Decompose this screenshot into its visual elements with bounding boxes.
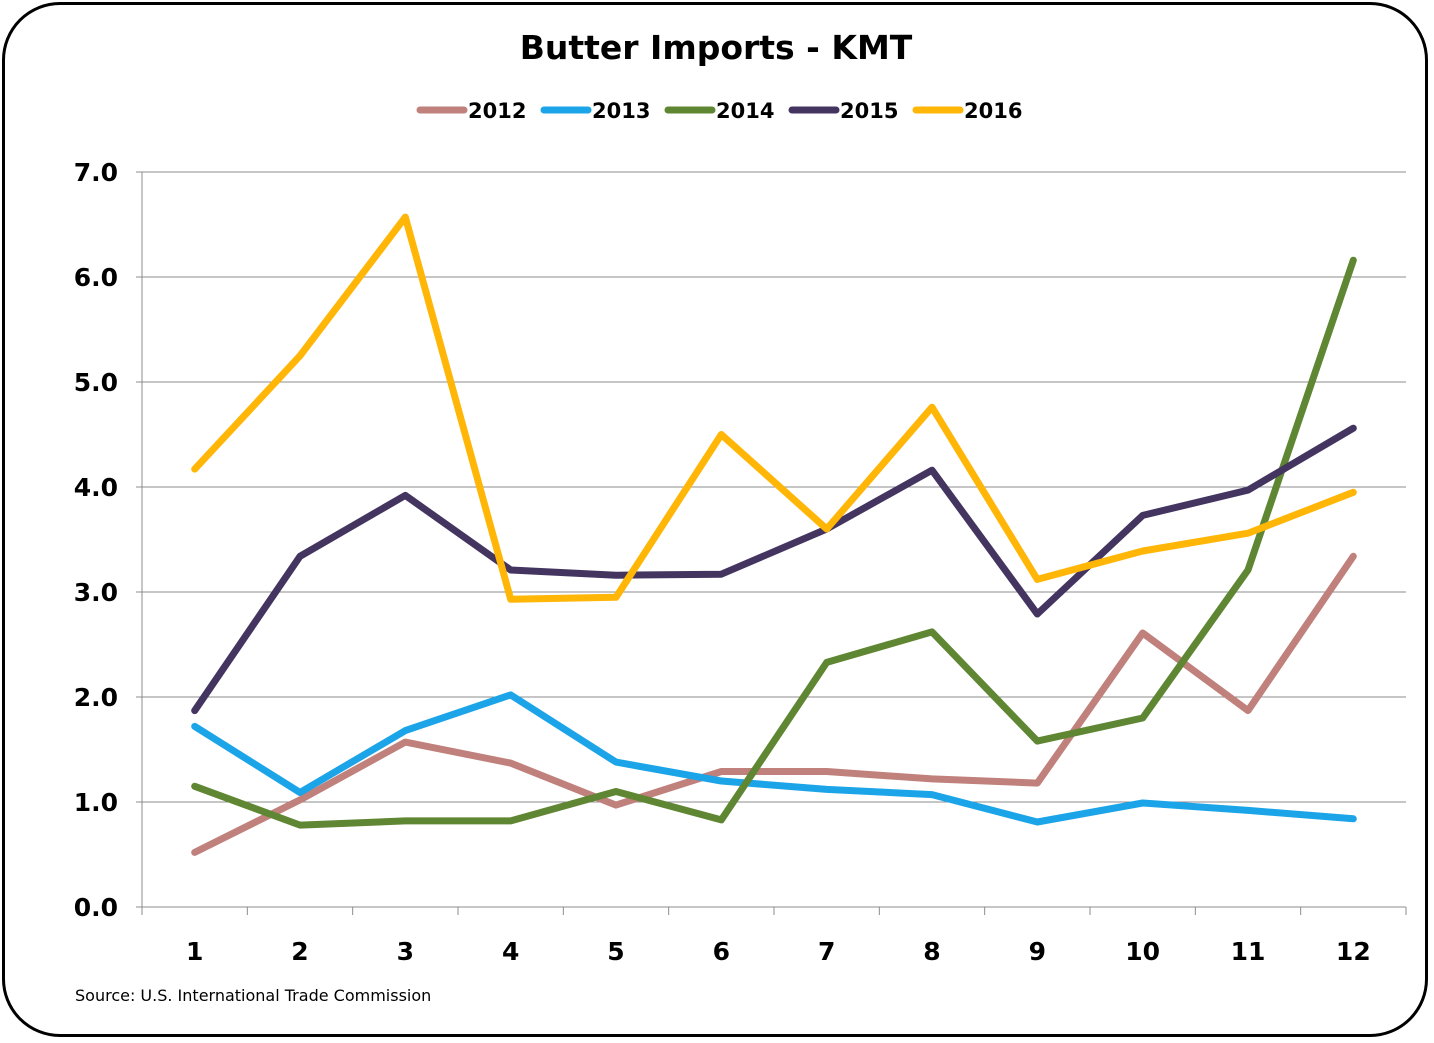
series-lines — [191, 213, 1357, 856]
legend: 2012 2013 2014 2015 2016 — [416, 99, 1022, 123]
legend-label-2015: 2015 — [840, 99, 898, 123]
x-tick-label: 11 — [1231, 937, 1266, 966]
y-tick-label: 2.0 — [74, 683, 118, 712]
x-tick-label: 1 — [186, 937, 203, 966]
tick-labels: 0.01.02.03.04.05.06.07.01 2 3 4 5 6 7 8 9 10 11 12 — [74, 158, 1371, 966]
legend-label-2012: 2012 — [468, 99, 526, 123]
gridlines — [142, 171, 1406, 803]
y-tick-label: 6.0 — [74, 263, 118, 292]
y-tick-label: 7.0 — [74, 158, 118, 187]
y-tick-label: 1.0 — [74, 788, 118, 817]
series-line-2012 — [191, 552, 1357, 856]
x-tick-label: 3 — [397, 937, 414, 966]
legend-label-2014: 2014 — [716, 99, 774, 123]
y-tick-label: 4.0 — [74, 473, 118, 502]
series-line-2014 — [191, 256, 1357, 829]
y-tick-label: 0.0 — [74, 893, 118, 922]
x-tick-label: 12 — [1336, 937, 1371, 966]
axes — [136, 171, 1407, 915]
chart-title: Butter Imports - KMT — [520, 28, 913, 67]
series-line-2015 — [191, 424, 1357, 715]
x-tick-label: 4 — [502, 937, 519, 966]
legend-label-2013: 2013 — [592, 99, 650, 123]
x-tick-label: 10 — [1125, 937, 1160, 966]
legend-label-2016: 2016 — [964, 99, 1022, 123]
x-tick-label: 9 — [1029, 937, 1046, 966]
y-tick-label: 5.0 — [74, 368, 118, 397]
x-tick-label: 6 — [713, 937, 730, 966]
series-line-2016 — [191, 213, 1357, 603]
x-tick-label: 5 — [607, 937, 624, 966]
y-tick-label: 3.0 — [74, 578, 118, 607]
x-tick-label: 8 — [923, 937, 940, 966]
source-note: Source: U.S. International Trade Commiss… — [75, 986, 431, 1005]
series-line-2013 — [191, 691, 1357, 826]
x-tick-label: 2 — [291, 937, 308, 966]
x-tick-label: 7 — [818, 937, 835, 966]
